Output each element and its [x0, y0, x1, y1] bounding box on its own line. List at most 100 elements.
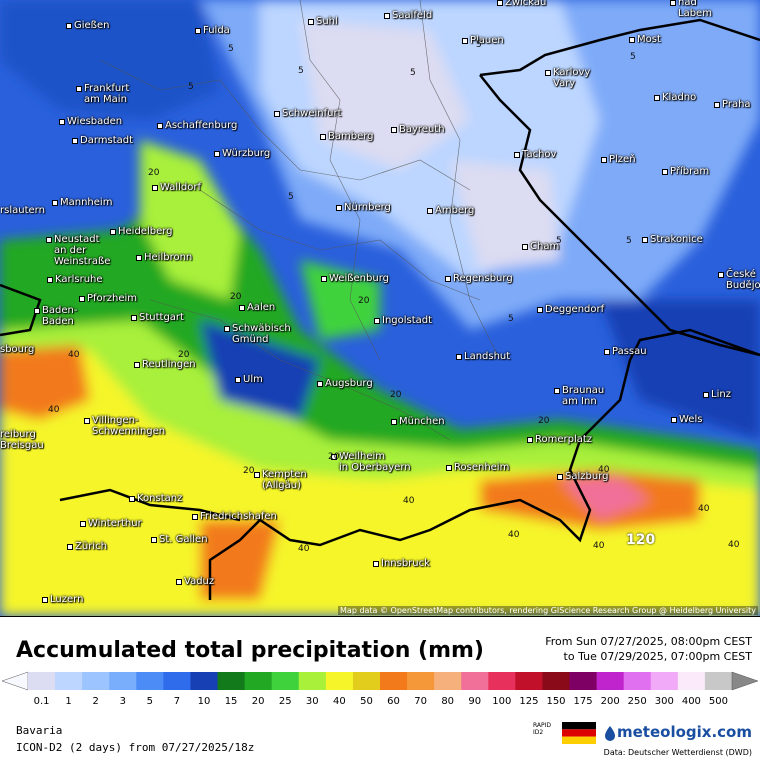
contour-label: 40 [68, 350, 80, 360]
place-label: Wiesbaden [67, 116, 123, 127]
brand[interactable]: meteologix.com [617, 723, 752, 741]
contour-label: 20 [178, 350, 190, 360]
place-label: Mannheim [60, 197, 113, 208]
place-marker [66, 23, 72, 29]
place-marker [703, 392, 709, 398]
color-box [461, 672, 489, 690]
legend-label: 90 [468, 696, 482, 707]
color-box [569, 672, 598, 690]
place-marker [72, 138, 78, 144]
place-marker [671, 417, 677, 423]
contour-label: 20 [390, 390, 402, 400]
place-marker [446, 465, 452, 471]
color-box [704, 672, 733, 690]
bar-start [1, 671, 29, 691]
map: Map data © OpenStreetMap contributors, r… [0, 0, 760, 617]
color-box [407, 672, 435, 690]
place-marker [320, 134, 326, 140]
place-marker [604, 349, 610, 355]
place-label: Villingen- Schwenningen [92, 415, 166, 437]
contour-label: 40 [298, 544, 310, 554]
place-label: Weißenburg [329, 273, 389, 284]
place-label: Baden- Baden [42, 305, 78, 327]
place-label: Reutlingen [142, 359, 196, 370]
place-marker [46, 237, 52, 243]
contour-label: 20 [148, 168, 160, 178]
title: Accumulated total precipitation (mm) [16, 638, 484, 663]
place-label: Kladno [662, 92, 697, 103]
place-marker [192, 514, 198, 520]
legend-label: 400 [681, 696, 701, 707]
legend-label: 50 [360, 696, 373, 707]
place-marker [195, 28, 201, 34]
place-marker [497, 0, 503, 6]
place-marker [239, 305, 245, 311]
color-box [244, 672, 273, 690]
place-label: Strakonice [650, 234, 703, 245]
place-label: Würzburg [222, 148, 271, 159]
contour-label: 5 [188, 82, 194, 92]
place-label: Kempten (Allgäu) [262, 469, 307, 491]
place-marker [214, 151, 220, 157]
color-box [325, 672, 354, 690]
place-marker [52, 200, 58, 206]
legend-label: 40 [333, 696, 346, 707]
place-label: Pforzheim [87, 293, 138, 304]
place-marker [134, 362, 140, 368]
legend-label: 30 [305, 696, 319, 707]
contour-label: 5 [556, 236, 562, 246]
color-box [163, 672, 191, 690]
place-label: Frankfurt am Main [84, 83, 130, 105]
place-marker [391, 419, 397, 425]
color-box [109, 672, 137, 690]
color-box [190, 672, 219, 690]
place-label: Ulm [243, 374, 263, 385]
contour-label: 5 [630, 52, 636, 62]
legend-label: 15 [224, 696, 238, 707]
place-label: sbourg [0, 344, 35, 355]
legend-label: 150 [546, 696, 566, 707]
contour-label: 5 [476, 40, 482, 50]
place-marker [545, 70, 551, 76]
place-marker [76, 86, 82, 92]
place-label: Friedrichshafen [200, 511, 277, 522]
place-label: Ingolstadt [382, 315, 433, 326]
place-label: Příbram [670, 166, 710, 177]
contour-label: 40 [508, 530, 520, 540]
legend-label: 1 [65, 696, 72, 707]
contour-label: 5 [626, 236, 632, 246]
place-marker [336, 205, 342, 211]
place-label: Walldorf [160, 182, 202, 193]
place-label: Darmstadt [80, 135, 134, 146]
place-label: Cham [530, 241, 560, 252]
place-label: Plauen [470, 35, 504, 46]
place-label: Neustadt an der Weinstraße [54, 234, 111, 267]
legend-label: 5 [146, 696, 154, 707]
bar-end [731, 671, 759, 691]
place-label: Zwickau [505, 0, 547, 8]
legend-label: 125 [519, 696, 539, 707]
place-label: Innsbruck [381, 558, 430, 569]
place-label: Bayreuth [399, 124, 445, 135]
place-marker [110, 229, 116, 235]
place-label: Saalfeld [392, 10, 433, 21]
legend-label: 200 [600, 696, 620, 707]
color-box [217, 672, 246, 690]
place-marker [42, 597, 48, 603]
place-label: Regensburg [453, 273, 513, 284]
map-background [0, 0, 760, 616]
data-source: Data: Deutscher Wetterdienst (DWD) [603, 748, 752, 757]
contour-label: 40 [728, 540, 740, 550]
place-marker [157, 123, 163, 129]
place-marker [374, 318, 380, 324]
place-label: nad Labem [678, 0, 712, 19]
color-box [136, 672, 164, 690]
legend-label: 2 [92, 696, 99, 707]
place-marker [129, 496, 135, 502]
place-label: Zürich [75, 541, 107, 552]
place-label: Plzeň [609, 154, 636, 165]
place-label: Gießen [74, 20, 110, 31]
legend-label: 500 [708, 696, 728, 707]
place-label: München [399, 416, 445, 427]
color-box [352, 672, 381, 690]
